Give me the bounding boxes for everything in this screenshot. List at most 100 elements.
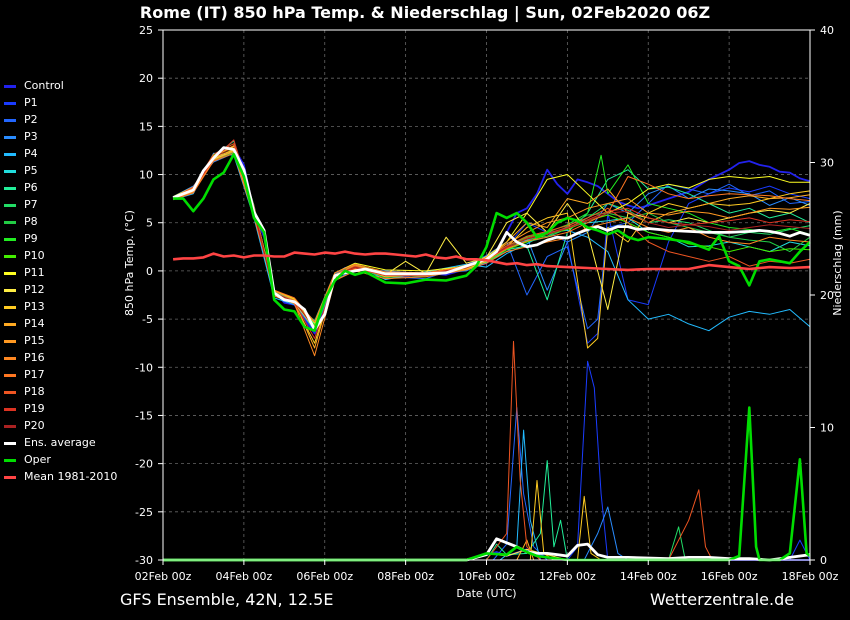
temp-line-p11 bbox=[172, 146, 810, 324]
y-tick-label-left: 20 bbox=[139, 72, 153, 85]
legend-label: P8 bbox=[24, 215, 38, 228]
y-tick-label-left: -10 bbox=[135, 361, 153, 374]
y-tick-label-left: -15 bbox=[135, 409, 153, 422]
x-tick-label: 04Feb 00z bbox=[216, 570, 273, 583]
precip-line-p2 bbox=[163, 407, 810, 561]
legend-swatch bbox=[4, 408, 16, 411]
chart-title: Rome (IT) 850 hPa Temp. & Niederschlag |… bbox=[139, 3, 711, 22]
legend-label: P15 bbox=[24, 334, 45, 347]
x-tick-label: 06Feb 00z bbox=[296, 570, 353, 583]
x-tick-label: 08Feb 00z bbox=[377, 570, 434, 583]
x-tick-label: 14Feb 00z bbox=[620, 570, 677, 583]
legend-item-oper: Oper bbox=[4, 451, 129, 468]
x-tick-label: 18Feb 00z bbox=[782, 570, 839, 583]
y-tick-label-left: -30 bbox=[135, 554, 153, 567]
legend-item-ens-average: Ens. average bbox=[4, 434, 129, 451]
x-axis-label: Date (UTC) bbox=[456, 587, 516, 600]
legend-item-p11: P11 bbox=[4, 264, 129, 281]
legend-label: P14 bbox=[24, 317, 45, 330]
legend-label: P6 bbox=[24, 181, 38, 194]
y-tick-label-left: -5 bbox=[142, 313, 153, 326]
legend-label: Mean 1981-2010 bbox=[24, 470, 118, 483]
legend-swatch bbox=[4, 119, 16, 122]
legend-label: P20 bbox=[24, 419, 45, 432]
y-axis-label-left: 850 hPa Temp. (°C) bbox=[123, 210, 136, 316]
legend-item-p6: P6 bbox=[4, 179, 129, 196]
legend-item-p5: P5 bbox=[4, 162, 129, 179]
axes: 25 20 15 10 5 0 -5 -10 -15 -20 -25 -30 02Feb 00z 04Fe… bbox=[123, 24, 844, 600]
precip-line-p1 bbox=[163, 360, 811, 561]
y-tick-label-right: 40 bbox=[820, 24, 834, 37]
legend-swatch bbox=[4, 85, 16, 88]
legend-label: P16 bbox=[24, 351, 45, 364]
x-tick-label: 02Feb 00z bbox=[135, 570, 192, 583]
footer-model-label: GFS Ensemble, 42N, 12.5E bbox=[120, 590, 334, 609]
y-tick-label-right: 20 bbox=[820, 289, 834, 302]
legend-item-p18: P18 bbox=[4, 383, 129, 400]
legend-label: P19 bbox=[24, 402, 45, 415]
legend-item-p16: P16 bbox=[4, 349, 129, 366]
footer-source-label: Wetterzentrale.de bbox=[650, 590, 795, 609]
legend-label: P13 bbox=[24, 300, 45, 313]
legend-swatch bbox=[4, 221, 16, 224]
legend-swatch bbox=[4, 340, 16, 343]
y-tick-label-left: 25 bbox=[139, 24, 153, 37]
legend-item-p17: P17 bbox=[4, 366, 129, 383]
legend-item-p3: P3 bbox=[4, 128, 129, 145]
legend-label: Oper bbox=[24, 453, 51, 466]
legend-item-p2: P2 bbox=[4, 111, 129, 128]
legend-swatch bbox=[4, 136, 16, 139]
legend: Control P1 P2 P3 P4 P5 P6 P7 P8 P9 P10 P11 P12 P13 P14… bbox=[4, 77, 129, 485]
precip-line-oper bbox=[163, 406, 811, 562]
legend-label: P11 bbox=[24, 266, 45, 279]
legend-item-p9: P9 bbox=[4, 230, 129, 247]
y-tick-label-left: 15 bbox=[139, 120, 153, 133]
legend-swatch bbox=[4, 102, 16, 105]
legend-item-p12: P12 bbox=[4, 281, 129, 298]
y-tick-label-left: -20 bbox=[135, 458, 153, 471]
legend-item-p10: P10 bbox=[4, 247, 129, 264]
y-axis-label-right: Niederschlag (mm) bbox=[831, 210, 844, 315]
temp-line-p19 bbox=[172, 139, 811, 339]
legend-label: P2 bbox=[24, 113, 38, 126]
legend-swatch bbox=[4, 153, 16, 156]
legend-item-p7: P7 bbox=[4, 196, 129, 213]
legend-label: P1 bbox=[24, 96, 38, 109]
legend-item-p15: P15 bbox=[4, 332, 129, 349]
y-tick-label-right: 0 bbox=[820, 554, 827, 567]
legend-label: P12 bbox=[24, 283, 45, 296]
legend-swatch bbox=[4, 442, 16, 445]
legend-item-p13: P13 bbox=[4, 298, 129, 315]
legend-item-p19: P19 bbox=[4, 400, 129, 417]
legend-swatch bbox=[4, 374, 16, 377]
legend-swatch bbox=[4, 238, 16, 241]
legend-label: P4 bbox=[24, 147, 38, 160]
legend-item-mean-1981-2010: Mean 1981-2010 bbox=[4, 468, 129, 485]
legend-swatch bbox=[4, 425, 16, 428]
y-tick-label-left: 0 bbox=[146, 265, 153, 278]
legend-swatch bbox=[4, 459, 16, 462]
temp-line-p5 bbox=[172, 146, 811, 329]
legend-swatch bbox=[4, 204, 16, 207]
temp-line-mean-1981-2010 bbox=[172, 250, 811, 272]
legend-item-p4: P4 bbox=[4, 145, 129, 162]
y-tick-label-left: -25 bbox=[135, 506, 153, 519]
legend-label: P9 bbox=[24, 232, 38, 245]
grid bbox=[162, 29, 811, 561]
legend-swatch bbox=[4, 323, 16, 326]
legend-label: P17 bbox=[24, 368, 45, 381]
legend-label: P7 bbox=[24, 198, 38, 211]
precip-line-p6 bbox=[163, 460, 810, 561]
x-tick-label: 12Feb 00z bbox=[539, 570, 596, 583]
legend-swatch bbox=[4, 289, 16, 292]
legend-label: P3 bbox=[24, 130, 38, 143]
x-tick-label: 16Feb 00z bbox=[701, 570, 758, 583]
y-tick-label-right: 10 bbox=[820, 422, 834, 435]
legend-item-p1: P1 bbox=[4, 94, 129, 111]
temp-line-p1 bbox=[172, 150, 811, 344]
plot-frame bbox=[162, 29, 811, 561]
legend-swatch bbox=[4, 476, 16, 479]
legend-item-control: Control bbox=[4, 77, 129, 94]
legend-swatch bbox=[4, 391, 16, 394]
